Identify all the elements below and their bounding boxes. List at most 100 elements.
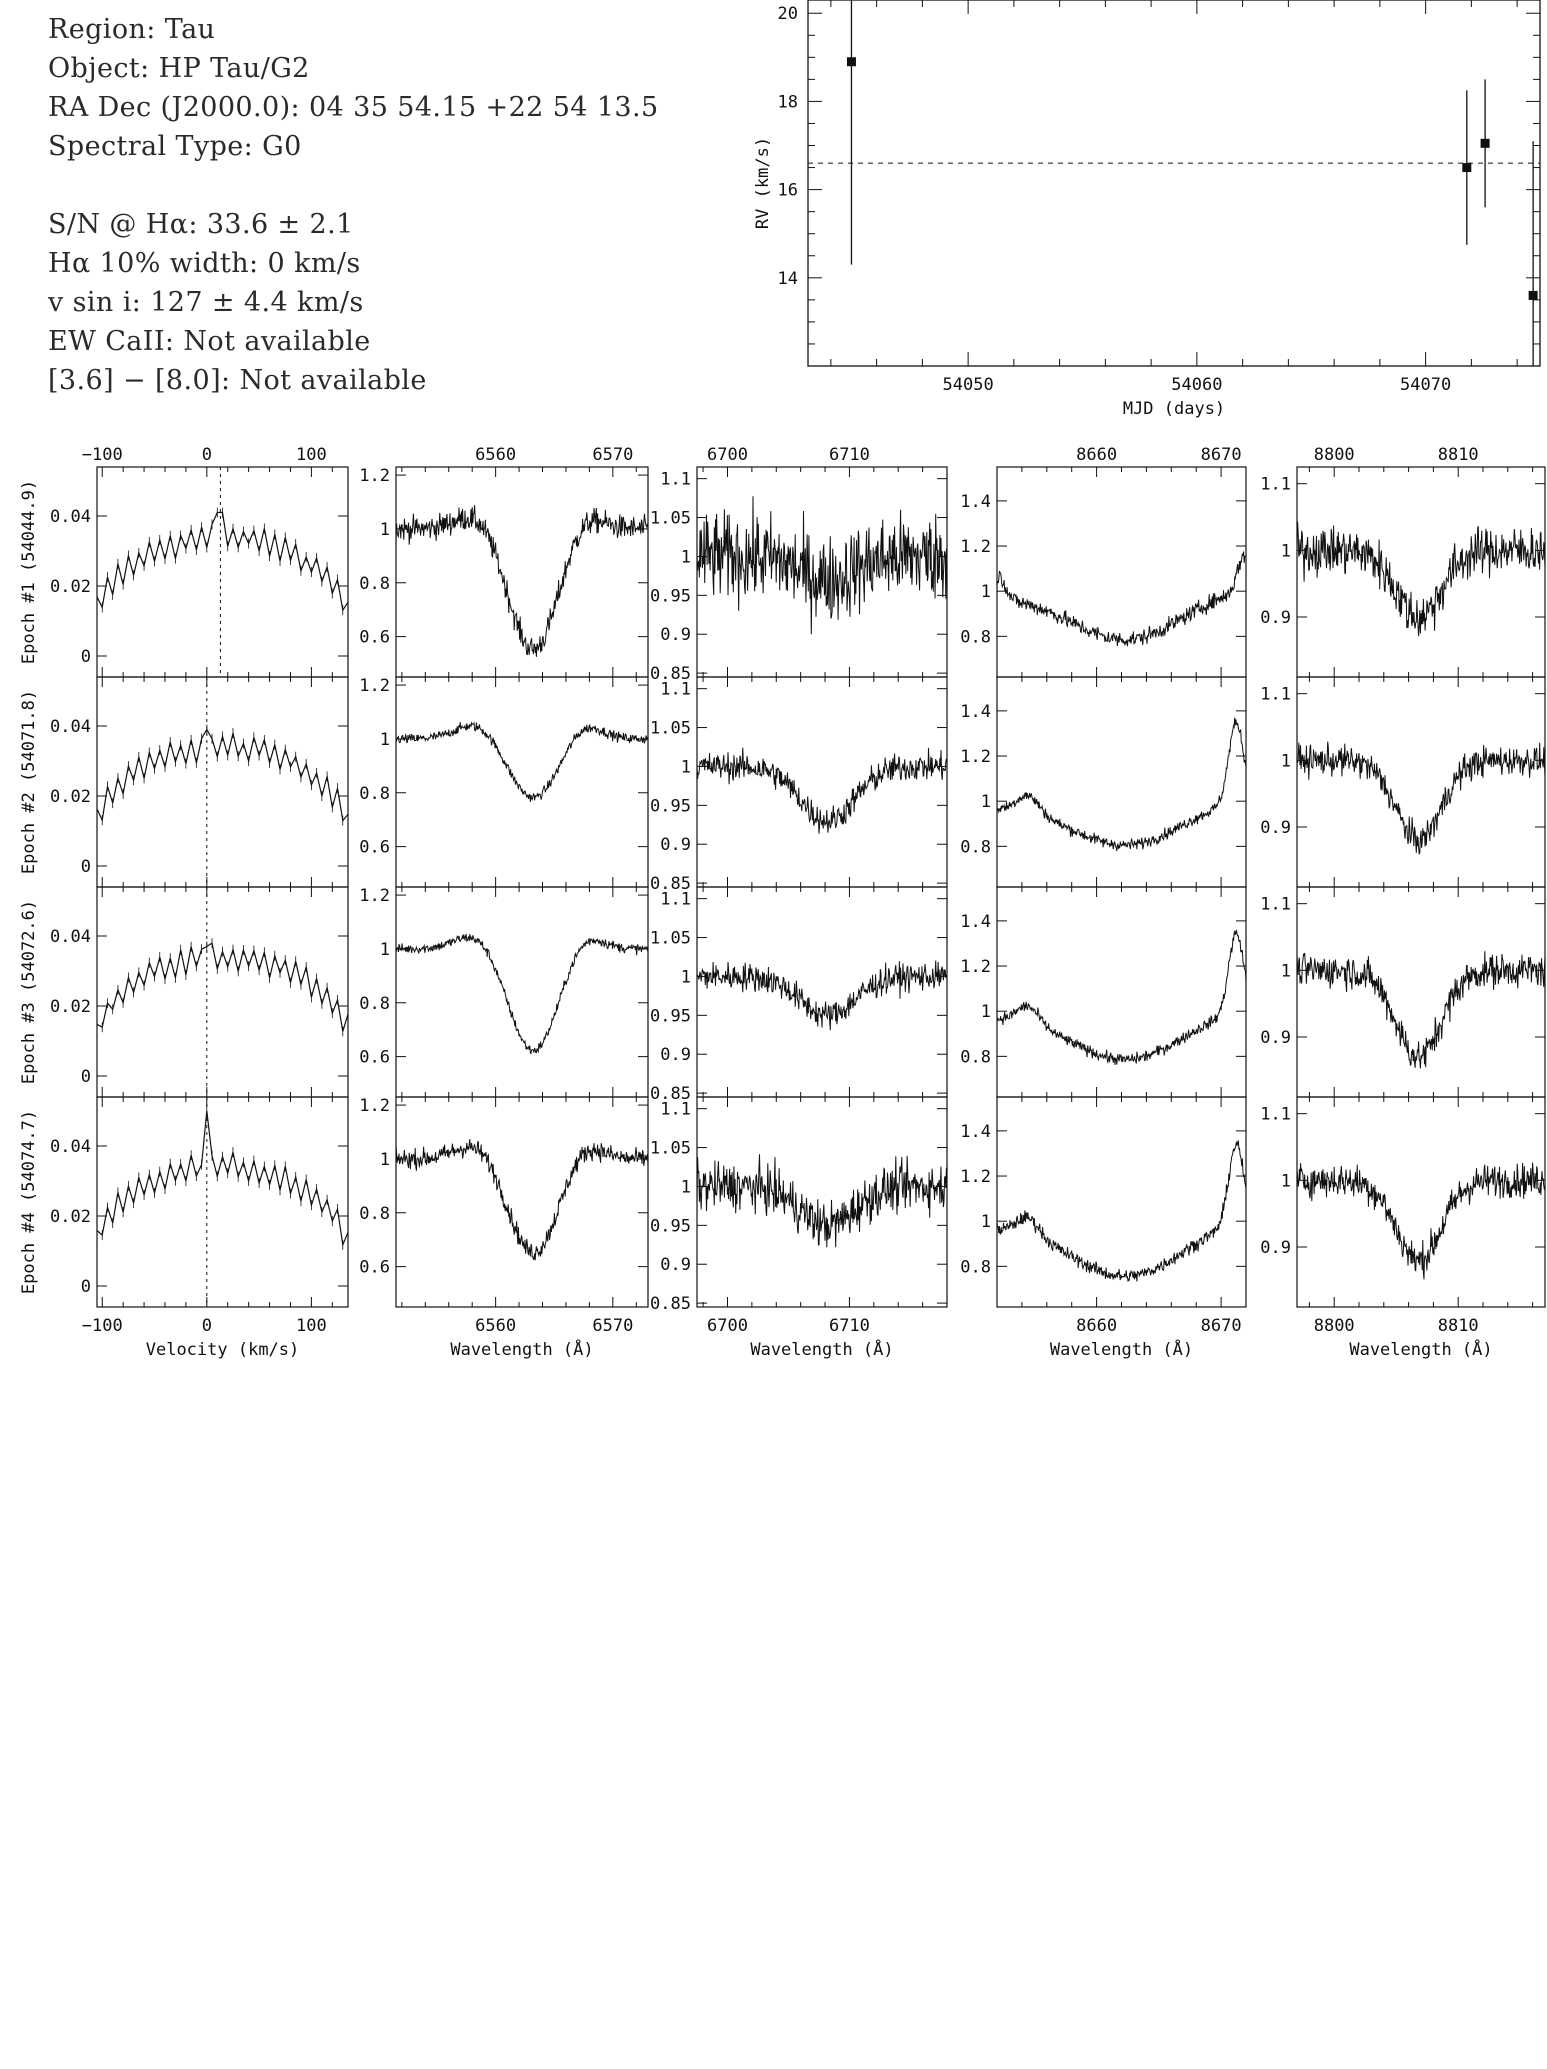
spectrum-y-tick-label: 1 — [981, 1002, 991, 1022]
bottom-x-tick-label: 8810 — [1438, 1316, 1479, 1336]
spectrum-y-tick-label: 0.6 — [359, 1048, 390, 1068]
spectrum-y-tick-label: 1.4 — [960, 492, 991, 512]
spectrum-y-tick-label: 0.04 — [50, 1137, 91, 1157]
spectrum-panel-frame — [996, 676, 1247, 888]
target-info: Region: Tau Object: HP Tau/G2 RA Dec (J2… — [48, 10, 659, 400]
epoch-label: Epoch #2 (54071.8) — [19, 690, 39, 874]
spectrum-line-ccf — [96, 511, 349, 612]
top-x-tick-label: 8810 — [1438, 445, 1479, 465]
spectrum-y-tick-label: 1 — [681, 757, 691, 777]
top-x-tick-label: 6560 — [475, 445, 516, 465]
spectrum-y-tick-label: 1.05 — [650, 929, 691, 949]
spectrum-line-lithium — [696, 960, 948, 1031]
spectrum-line-ccf — [96, 728, 349, 823]
spectrum-y-tick-label: 1.1 — [1260, 685, 1291, 705]
spectrum-y-tick-label: 0 — [81, 857, 91, 877]
spectrum-y-tick-label: 0.8 — [960, 1257, 991, 1277]
spectrum-line-lithium — [696, 1154, 948, 1248]
spectrum-y-tick-label: 1.2 — [960, 537, 991, 557]
spectrum-y-tick-label: 0.02 — [50, 787, 91, 807]
spectrum-y-tick-label: 1 — [981, 1212, 991, 1232]
spectrum-y-tick-label: 1.1 — [1260, 475, 1291, 495]
spectrum-y-tick-label: 1.2 — [359, 466, 390, 486]
spectrum-y-tick-label: 1 — [1281, 751, 1291, 771]
bottom-x-tick-label: 100 — [296, 1316, 327, 1336]
irac-color-label: [3.6] − [8.0]: Not available — [48, 365, 427, 396]
spectrum-panel-frame — [96, 1096, 349, 1308]
spectrum-panel-frame — [395, 676, 649, 888]
spectrum-y-tick-label: 1.4 — [960, 912, 991, 932]
spectrum-y-tick-label: 1 — [380, 940, 390, 960]
spectrum-y-tick-label: 1.1 — [660, 680, 691, 700]
spectrum-y-tick-label: 1 — [681, 547, 691, 567]
spectrum-y-tick-label: 0.85 — [650, 664, 691, 684]
spectrum-y-tick-label: 1.4 — [960, 702, 991, 722]
spectrum-line-halpha — [395, 721, 649, 803]
spectrum-y-tick-label: 0.95 — [650, 1006, 691, 1026]
spectrum-y-tick-label: 1 — [981, 582, 991, 602]
spectrum-panel-frame — [996, 886, 1247, 1098]
spectrum-y-tick-label: 0.9 — [660, 835, 691, 855]
spectrum-panel-frame — [696, 676, 948, 888]
spectrum-x-axis-label: Velocity (km/s) — [146, 1340, 300, 1360]
spectrum-y-tick-label: 0.8 — [359, 784, 390, 804]
spectrum-line-lithium — [696, 496, 948, 635]
spectrum-y-tick-label: 1 — [681, 1177, 691, 1197]
spectrum-y-tick-label: 1.1 — [660, 470, 691, 490]
spectrum-line-halpha — [395, 505, 649, 657]
spectrum-y-tick-label: 0.95 — [650, 796, 691, 816]
spectrum-y-tick-label: 0.9 — [1260, 608, 1291, 628]
spectrum-y-tick-label: 0.9 — [660, 625, 691, 645]
spectrum-y-tick-label: 1.2 — [960, 1167, 991, 1187]
spectrum-y-tick-label: 0.8 — [359, 994, 390, 1014]
epoch-label: Epoch #3 (54072.6) — [19, 900, 39, 1084]
spectrum-y-tick-label: 1.1 — [660, 890, 691, 910]
epoch-label: Epoch #1 (54044.9) — [19, 480, 39, 664]
spectrum-y-tick-label: 0 — [81, 1277, 91, 1297]
rv-x-axis-label: MJD (days) — [1123, 399, 1225, 419]
rv-data-point — [1528, 290, 1538, 300]
spectrum-y-tick-label: 0 — [81, 1067, 91, 1087]
spectrum-y-tick-label: 0.6 — [359, 838, 390, 858]
spectrum-line-caii — [996, 929, 1247, 1066]
top-x-tick-label: 6700 — [707, 445, 748, 465]
spectrum-y-tick-label: 0.6 — [359, 1258, 390, 1278]
top-x-tick-label: −100 — [82, 445, 123, 465]
spectrum-panel-frame — [395, 886, 649, 1098]
spectrum-y-tick-label: 1 — [1281, 1171, 1291, 1191]
spectrum-panel-frame — [1296, 676, 1546, 888]
spectrum-line-lithium — [696, 747, 948, 834]
spectrum-y-tick-label: 0.02 — [50, 997, 91, 1017]
spectrum-line-halpha — [395, 1138, 649, 1261]
spectrum-y-tick-label: 0.02 — [50, 577, 91, 597]
spectrum-panel-frame — [1296, 1096, 1546, 1308]
spectrum-y-tick-label: 1.05 — [650, 1139, 691, 1159]
rv-data-point — [1480, 138, 1490, 148]
spectrum-y-tick-label: 0.95 — [650, 1216, 691, 1236]
spectrum-y-tick-label: 0.8 — [960, 837, 991, 857]
rv-y-tick-label: 18 — [778, 92, 798, 112]
spectrum-y-tick-label: 0.85 — [650, 874, 691, 894]
snr-label: S/N @ Hα: 33.6 ± 2.1 — [48, 209, 354, 240]
spectrum-y-tick-label: 0 — [81, 647, 91, 667]
rv-y-tick-label: 14 — [778, 269, 798, 289]
spectrum-y-tick-label: 0.6 — [359, 628, 390, 648]
spectrum-y-tick-label: 1.2 — [359, 676, 390, 696]
bottom-x-tick-label: 6710 — [829, 1316, 870, 1336]
spectrum-y-tick-label: 0.95 — [650, 586, 691, 606]
spectrum-panel-frame — [395, 1096, 649, 1308]
spectrum-line-caii — [996, 1140, 1247, 1282]
spectrum-y-tick-label: 0.04 — [50, 507, 91, 527]
spectrum-panel-frame — [996, 466, 1247, 678]
top-x-tick-label: 8660 — [1076, 445, 1117, 465]
spectrum-y-tick-label: 0.8 — [960, 1047, 991, 1067]
top-x-tick-label: 0 — [202, 445, 212, 465]
spectrum-y-tick-label: 1.05 — [650, 509, 691, 529]
spectrum-y-tick-label: 1 — [981, 792, 991, 812]
spectrum-y-tick-label: 1 — [380, 1150, 390, 1170]
spectral-type-label: Spectral Type: G0 — [48, 131, 302, 162]
vsini-label: v sin i: 127 ± 4.4 km/s — [48, 287, 364, 318]
spectrum-y-tick-label: 0.8 — [359, 574, 390, 594]
top-x-tick-label: 6710 — [829, 445, 870, 465]
